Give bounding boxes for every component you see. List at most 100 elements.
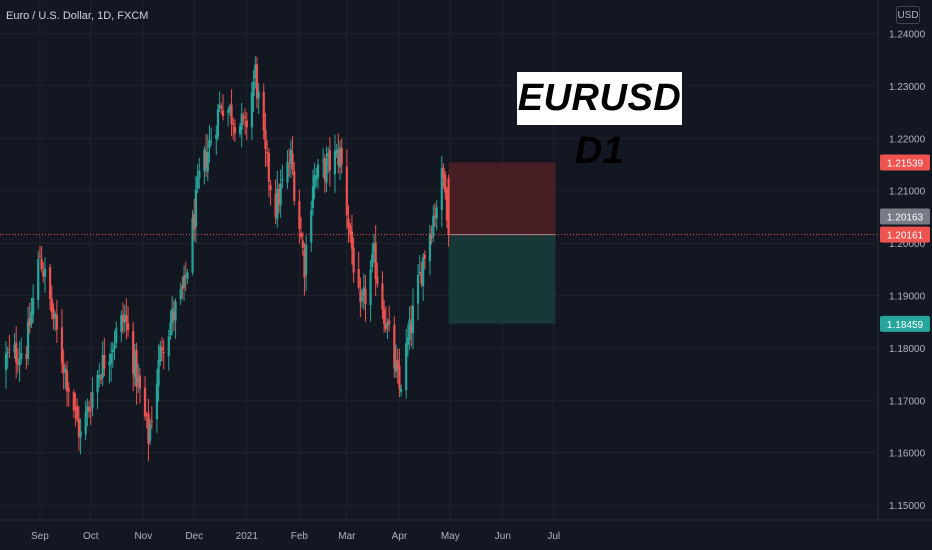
time-tick-label: Oct bbox=[83, 531, 99, 542]
candle-body bbox=[430, 235, 433, 238]
candle-body bbox=[254, 64, 257, 79]
candle-body bbox=[416, 274, 420, 304]
currency-button[interactable]: USD bbox=[896, 6, 920, 24]
candle-body bbox=[37, 259, 40, 300]
price-tick-label: 1.24000 bbox=[889, 30, 926, 41]
candle-body bbox=[333, 151, 337, 175]
candle-body bbox=[28, 318, 31, 327]
candle-body bbox=[305, 244, 308, 275]
candle-body bbox=[110, 353, 113, 364]
candle-body bbox=[277, 189, 281, 205]
candle-body bbox=[121, 316, 125, 322]
candle-body bbox=[96, 374, 99, 393]
candle-body bbox=[381, 283, 384, 310]
candle-body bbox=[182, 275, 186, 288]
candle-body bbox=[13, 344, 16, 353]
candle-body bbox=[206, 151, 209, 172]
candle-body bbox=[216, 108, 220, 137]
candle-body bbox=[108, 361, 111, 366]
candle-body bbox=[293, 170, 296, 201]
candle-body bbox=[399, 388, 403, 392]
candle-body bbox=[321, 160, 325, 162]
candle-body bbox=[238, 126, 242, 134]
candle-body bbox=[48, 266, 52, 299]
stop-loss-price-label-bg bbox=[880, 154, 930, 171]
take-profit-price-label-bg bbox=[880, 315, 930, 332]
candle-body bbox=[221, 110, 225, 117]
candle-body bbox=[42, 271, 45, 277]
candle-body bbox=[281, 179, 284, 181]
candle-body bbox=[149, 424, 152, 441]
candle-body bbox=[252, 81, 255, 97]
candle-body bbox=[435, 207, 438, 219]
candle-body bbox=[215, 134, 218, 139]
candle-body bbox=[99, 378, 103, 380]
candle-body bbox=[64, 368, 67, 372]
candle-body bbox=[405, 342, 408, 391]
candle-body bbox=[150, 421, 153, 423]
candle-body bbox=[383, 309, 386, 325]
candle-body bbox=[352, 247, 355, 273]
candle-body bbox=[227, 110, 230, 113]
candle-body bbox=[123, 314, 126, 323]
candle-body bbox=[325, 158, 328, 183]
candle-body bbox=[208, 139, 211, 148]
candle-body bbox=[186, 272, 189, 280]
time-tick-label: Nov bbox=[134, 531, 152, 542]
candle-body bbox=[67, 388, 70, 392]
candle-body bbox=[38, 255, 42, 257]
entry-price-label-bg bbox=[880, 226, 930, 243]
symbol-title: Euro / U.S. Dollar, 1D, FXCM bbox=[6, 10, 149, 22]
candle-body bbox=[408, 319, 411, 340]
candle-body bbox=[98, 375, 101, 379]
price-tick-label: 1.19000 bbox=[889, 292, 926, 303]
candle-body bbox=[132, 330, 135, 374]
candle-body bbox=[428, 233, 432, 262]
candle-body bbox=[72, 392, 75, 411]
candle-body bbox=[125, 315, 128, 323]
candle-body bbox=[350, 231, 354, 249]
candle-body bbox=[113, 344, 116, 350]
candle-body bbox=[410, 323, 413, 333]
candle-body bbox=[145, 414, 148, 416]
candle-body bbox=[157, 359, 160, 386]
candle-body bbox=[288, 165, 291, 167]
candle-body bbox=[245, 120, 248, 128]
candle-body bbox=[191, 218, 194, 273]
candle-body bbox=[447, 178, 450, 235]
candle-body bbox=[228, 106, 231, 112]
candle-body bbox=[155, 383, 159, 420]
candle-body bbox=[143, 387, 147, 417]
candle-body bbox=[167, 336, 170, 356]
time-tick-label: 2021 bbox=[236, 531, 259, 542]
take-profit-price-label: 1.18459 bbox=[887, 320, 924, 331]
candle-body bbox=[267, 152, 270, 182]
take-profit-zone bbox=[448, 234, 556, 324]
candle-body bbox=[372, 243, 376, 253]
candle-body bbox=[194, 189, 198, 228]
candle-body bbox=[266, 152, 269, 154]
candle-body bbox=[298, 201, 301, 229]
price-tick-label: 1.17000 bbox=[889, 396, 926, 407]
price-tick-label: 1.21000 bbox=[889, 187, 926, 198]
candle-body bbox=[60, 327, 64, 364]
candle-body bbox=[240, 113, 243, 130]
candle-body bbox=[316, 164, 320, 178]
candle-body bbox=[264, 129, 267, 150]
candle-body bbox=[349, 225, 352, 236]
candle-body bbox=[8, 349, 11, 351]
candle-body bbox=[233, 126, 237, 134]
candle-body bbox=[65, 370, 69, 392]
candle-body bbox=[25, 354, 28, 359]
candle-body bbox=[369, 269, 372, 305]
candle-body bbox=[138, 375, 142, 389]
candle-body bbox=[411, 305, 415, 334]
price-tick-label: 1.23000 bbox=[889, 82, 926, 93]
candle-body bbox=[159, 346, 162, 363]
current-price-label-bg bbox=[880, 208, 930, 225]
candle-body bbox=[55, 314, 58, 330]
time-tick-label: Jul bbox=[547, 531, 560, 542]
candle-body bbox=[340, 148, 343, 165]
chart-annotation-title: EURUSD D1 bbox=[517, 72, 682, 172]
